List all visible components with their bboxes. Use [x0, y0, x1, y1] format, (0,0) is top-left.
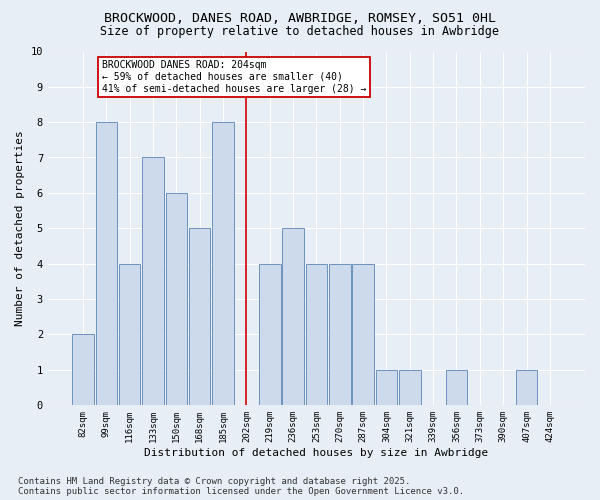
Bar: [142, 158, 164, 405]
Bar: [95, 122, 117, 405]
Bar: [166, 193, 187, 405]
Bar: [399, 370, 421, 405]
Bar: [119, 264, 140, 405]
Bar: [329, 264, 350, 405]
Bar: [352, 264, 374, 405]
Text: BROCKWOOD, DANES ROAD, AWBRIDGE, ROMSEY, SO51 0HL: BROCKWOOD, DANES ROAD, AWBRIDGE, ROMSEY,…: [104, 12, 496, 26]
Bar: [283, 228, 304, 405]
Bar: [259, 264, 281, 405]
Bar: [376, 370, 397, 405]
Text: Size of property relative to detached houses in Awbridge: Size of property relative to detached ho…: [101, 24, 499, 38]
Bar: [73, 334, 94, 405]
Bar: [516, 370, 537, 405]
Y-axis label: Number of detached properties: Number of detached properties: [15, 130, 25, 326]
Bar: [306, 264, 327, 405]
Bar: [212, 122, 234, 405]
Text: Contains HM Land Registry data © Crown copyright and database right 2025.
Contai: Contains HM Land Registry data © Crown c…: [18, 476, 464, 496]
Bar: [189, 228, 211, 405]
Bar: [446, 370, 467, 405]
Text: BROCKWOOD DANES ROAD: 204sqm
← 59% of detached houses are smaller (40)
41% of se: BROCKWOOD DANES ROAD: 204sqm ← 59% of de…: [102, 60, 366, 94]
X-axis label: Distribution of detached houses by size in Awbridge: Distribution of detached houses by size …: [145, 448, 488, 458]
